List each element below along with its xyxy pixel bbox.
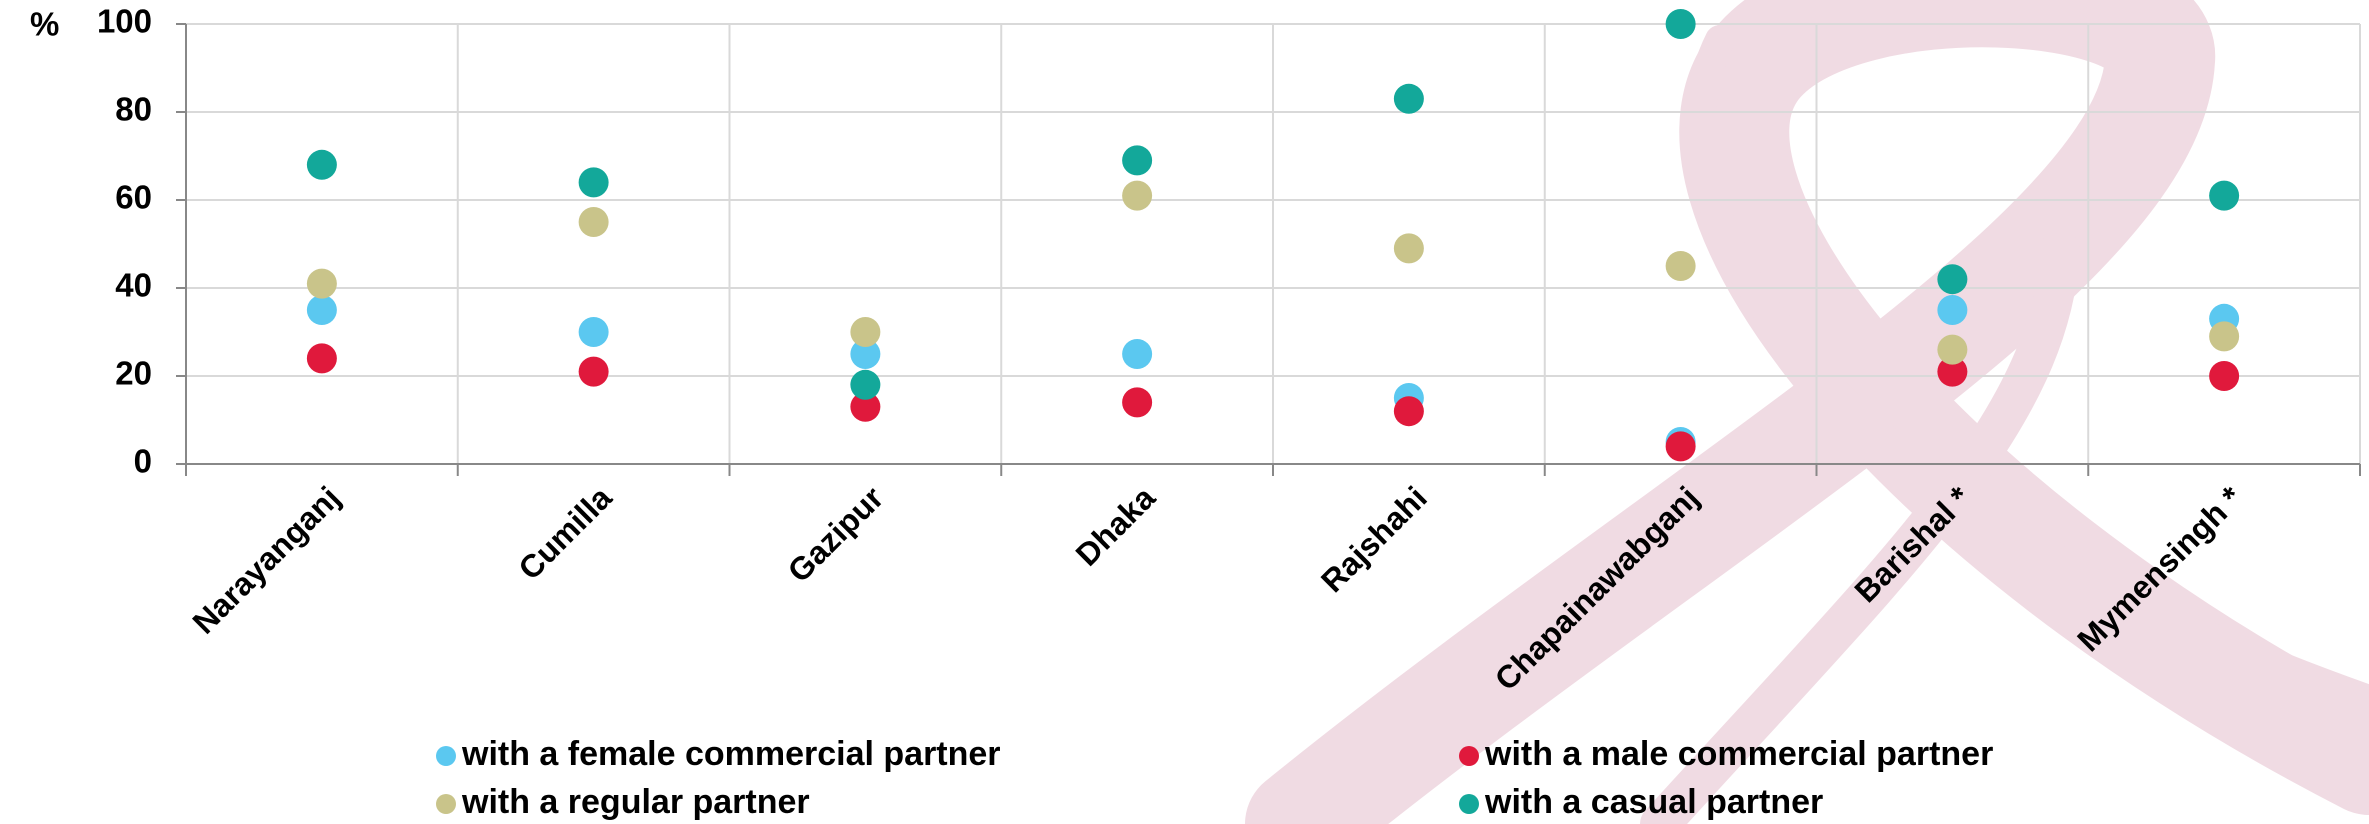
dot — [850, 339, 881, 369]
x-tick-label: Narayanganj — [186, 479, 347, 640]
dot — [850, 369, 881, 400]
legend-swatch — [1459, 794, 1479, 814]
dot — [850, 391, 881, 422]
y-axis-label: % — [30, 6, 59, 43]
dot — [1393, 233, 1424, 264]
dot — [306, 149, 337, 180]
y-tick-label: 80 — [115, 91, 152, 128]
y-tick-label: 100 — [97, 3, 152, 40]
dot — [2209, 361, 2240, 391]
dot — [1122, 180, 1153, 211]
y-tick-label: 0 — [134, 443, 152, 480]
dot — [1665, 431, 1696, 462]
dot — [1122, 339, 1153, 369]
dot — [1393, 83, 1424, 114]
dot — [1937, 334, 1968, 365]
dot — [578, 356, 609, 387]
dot — [306, 295, 337, 325]
x-tick-label: Cumilla — [511, 479, 618, 586]
legend-swatch — [436, 746, 456, 766]
x-tick-label: Gazipur — [781, 479, 891, 589]
dot — [578, 207, 609, 237]
legend-label: with a female commercial partner — [461, 735, 1001, 773]
y-tick-label: 60 — [115, 179, 152, 216]
y-tick-label: 20 — [115, 355, 152, 392]
dot — [850, 317, 881, 347]
dot — [1665, 251, 1696, 281]
dot — [306, 268, 337, 299]
legend-swatch — [436, 794, 456, 814]
dot — [1937, 356, 1968, 387]
x-tick-label: Rajshahi — [1314, 479, 1434, 599]
legend-swatch — [1459, 746, 1479, 766]
dot — [1937, 264, 1968, 295]
dot — [2209, 321, 2240, 352]
dot — [578, 167, 609, 198]
y-tick-label: 40 — [115, 267, 152, 304]
dot — [2209, 180, 2240, 211]
dot — [1122, 145, 1153, 176]
ribbon-background — [1245, 0, 2369, 824]
dot — [1122, 387, 1153, 418]
dot — [1937, 295, 1968, 325]
legend-label: with a casual partner — [1484, 783, 1823, 821]
dot — [1665, 9, 1696, 39]
x-tick-label: Dhaka — [1069, 479, 1163, 573]
dot — [1393, 396, 1424, 427]
dot — [306, 343, 337, 374]
legend-label: with a regular partner — [461, 783, 810, 821]
legend-label: with a male commercial partner — [1484, 735, 1993, 773]
dot — [578, 317, 609, 347]
